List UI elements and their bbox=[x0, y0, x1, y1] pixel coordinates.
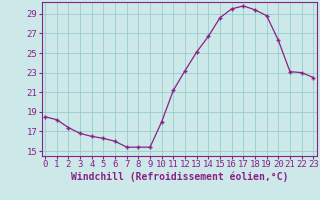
X-axis label: Windchill (Refroidissement éolien,°C): Windchill (Refroidissement éolien,°C) bbox=[70, 172, 288, 182]
